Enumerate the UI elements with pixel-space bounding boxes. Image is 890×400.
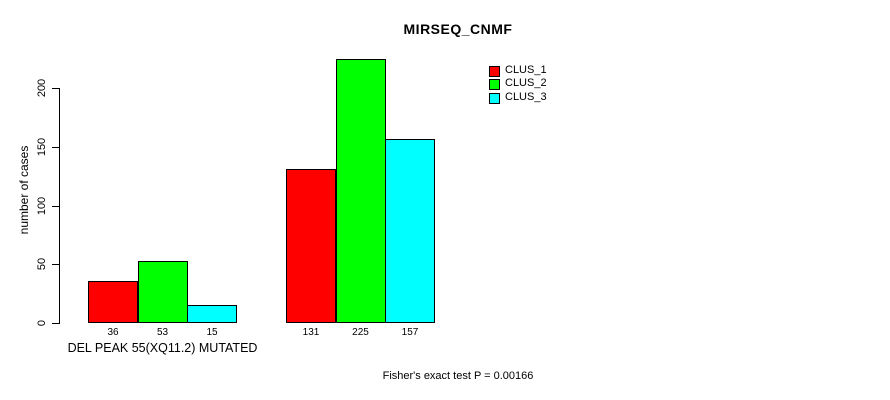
- y-tick-label: 200: [36, 79, 48, 98]
- bar-value-label: 131: [302, 327, 320, 338]
- legend-label-clus_3: CLUS_3: [505, 90, 547, 103]
- y-axis-tick: [52, 323, 59, 324]
- bar-value-label: 36: [107, 327, 119, 338]
- legend-swatch-clus_1: [489, 66, 500, 77]
- bar-clus_2-group2: [335, 59, 386, 323]
- y-tick-label: 0: [36, 319, 48, 327]
- bar-value-label: 53: [156, 327, 169, 338]
- y-axis-tick: [52, 205, 59, 207]
- bar-clus_3-group1: [187, 305, 237, 323]
- y-axis-tick: [52, 264, 59, 266]
- bar-clus_1-group2: [286, 169, 336, 323]
- y-axis-line: [59, 88, 60, 324]
- y-tick-label: 100: [36, 196, 48, 215]
- bar-value-label: 15: [206, 327, 218, 338]
- legend-label-clus_1: CLUS_1: [505, 64, 547, 76]
- legend-swatch-clus_2: [489, 79, 500, 91]
- bar-value-label: 157: [401, 327, 419, 338]
- y-tick-label: 150: [36, 137, 48, 157]
- y-axis-tick: [52, 88, 59, 90]
- legend-label-clus_2: CLUS_2: [505, 77, 547, 90]
- y-tick-label: 50: [36, 258, 48, 271]
- x-group-label: DEL PEAK 55(XQ11.2) MUTATED: [67, 341, 258, 355]
- chart-title: MIRSEQ_CNMF: [403, 21, 513, 37]
- fisher-test-annotation: Fisher's exact test P = 0.00166: [382, 370, 534, 382]
- bar-value-label: 225: [352, 327, 369, 338]
- legend-swatch-clus_3: [489, 92, 500, 104]
- bar-clus_2-group1: [137, 260, 188, 323]
- bar-clus_1-group1: [88, 280, 138, 323]
- bar-clus_3-group2: [385, 138, 435, 323]
- y-axis-label: number of cases: [17, 145, 31, 235]
- y-axis-tick: [52, 147, 59, 148]
